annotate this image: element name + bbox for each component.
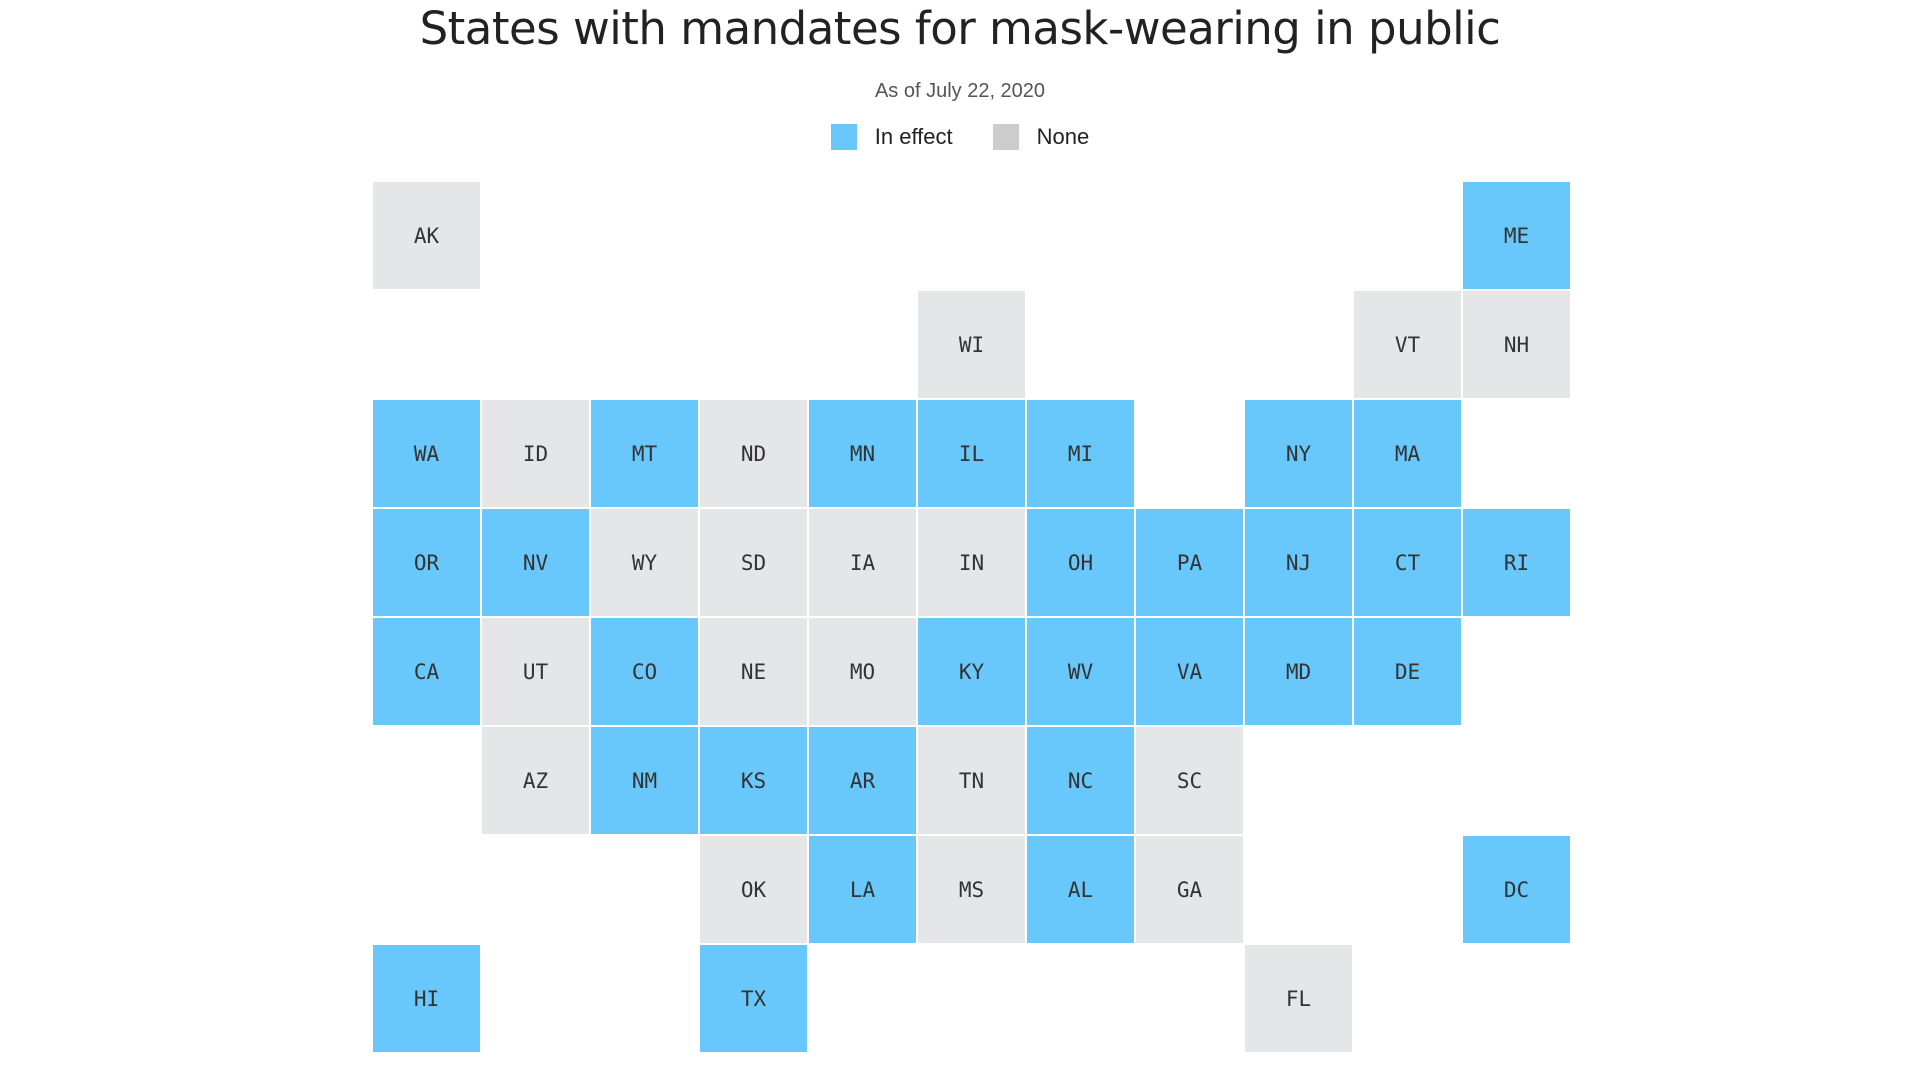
- legend-label-none: None: [1036, 124, 1090, 149]
- state-tile-ct: CT: [1354, 509, 1461, 616]
- state-tile-hi: HI: [373, 945, 480, 1052]
- state-tile-ne: NE: [700, 618, 807, 725]
- state-tile-wv: WV: [1027, 618, 1134, 725]
- state-tile-mo: MO: [809, 618, 916, 725]
- state-tile-ma: MA: [1354, 400, 1461, 507]
- state-tile-in: IN: [918, 509, 1025, 616]
- state-tile-ky: KY: [918, 618, 1025, 725]
- state-tile-pa: PA: [1136, 509, 1243, 616]
- state-tile-nm: NM: [591, 727, 698, 834]
- state-tile-dc: DC: [1463, 836, 1570, 943]
- state-tile-ia: IA: [809, 509, 916, 616]
- chart-subtitle: As of July 22, 2020: [874, 80, 1046, 102]
- state-tile-md: MD: [1245, 618, 1352, 725]
- state-tile-al: AL: [1027, 836, 1134, 943]
- state-tile-tx: TX: [700, 945, 807, 1052]
- state-tile-co: CO: [591, 618, 698, 725]
- state-tile-mi: MI: [1027, 400, 1134, 507]
- state-tile-ak: AK: [373, 182, 480, 289]
- state-tile-ms: MS: [918, 836, 1025, 943]
- state-tile-ny: NY: [1245, 400, 1352, 507]
- state-tile-az: AZ: [482, 727, 589, 834]
- state-tile-fl: FL: [1245, 945, 1352, 1052]
- state-tile-nj: NJ: [1245, 509, 1352, 616]
- state-tile-ut: UT: [482, 618, 589, 725]
- state-tile-nv: NV: [482, 509, 589, 616]
- legend-swatch-in-effect: [830, 124, 857, 150]
- state-tile-nd: ND: [700, 400, 807, 507]
- state-tile-or: OR: [373, 509, 480, 616]
- state-tile-ok: OK: [700, 836, 807, 943]
- state-tile-id: ID: [482, 400, 589, 507]
- state-tile-ca: CA: [373, 618, 480, 725]
- state-tile-mn: MN: [809, 400, 916, 507]
- state-tile-il: IL: [918, 400, 1025, 507]
- state-tile-de: DE: [1354, 618, 1461, 725]
- legend: In effect None: [0, 124, 1920, 150]
- state-tile-wa: WA: [373, 400, 480, 507]
- state-tile-vt: VT: [1354, 291, 1461, 398]
- state-tile-wi: WI: [918, 291, 1025, 398]
- state-tile-va: VA: [1136, 618, 1243, 725]
- state-tile-sc: SC: [1136, 727, 1243, 834]
- state-tile-ga: GA: [1136, 836, 1243, 943]
- state-tile-ar: AR: [809, 727, 916, 834]
- state-tile-me: ME: [1463, 182, 1570, 289]
- state-tile-wy: WY: [591, 509, 698, 616]
- state-tile-mt: MT: [591, 400, 698, 507]
- legend-item-in-effect: In effect: [830, 124, 953, 150]
- legend-label-in-effect: In effect: [874, 124, 953, 149]
- state-tile-nc: NC: [1027, 727, 1134, 834]
- state-tile-tn: TN: [918, 727, 1025, 834]
- state-tile-ks: KS: [700, 727, 807, 834]
- state-tile-la: LA: [809, 836, 916, 943]
- state-tile-oh: OH: [1027, 509, 1134, 616]
- legend-item-none: None: [992, 124, 1090, 150]
- state-tile-nh: NH: [1463, 291, 1570, 398]
- chart-title: States with mandates for mask-wearing in…: [419, 2, 1501, 55]
- state-tile-ri: RI: [1463, 509, 1570, 616]
- state-tile-sd: SD: [700, 509, 807, 616]
- legend-swatch-none: [992, 124, 1019, 150]
